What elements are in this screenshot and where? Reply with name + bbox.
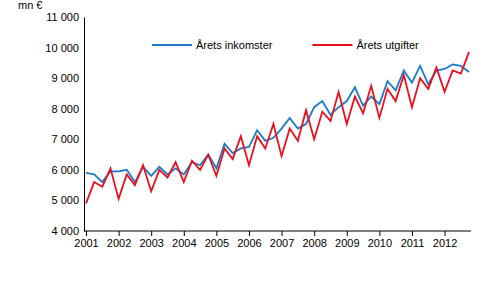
x-tick-mark xyxy=(314,231,315,236)
y-axis: 4 000 5 000 6 000 7 000 8 000 9 000 10 000 11 0… xyxy=(45,11,84,237)
x-tick: 2009 xyxy=(335,231,359,249)
series-line xyxy=(86,52,469,203)
x-tick: 2003 xyxy=(139,231,163,249)
y-tick-label: 8 000 xyxy=(51,103,79,115)
y-tick: 8 000 xyxy=(51,103,84,115)
y-axis-title: mn € xyxy=(18,0,42,11)
y-tick-label: 7 000 xyxy=(51,133,79,145)
legend-swatch xyxy=(152,44,192,46)
y-tick: 4 000 xyxy=(51,225,84,237)
x-tick-label: 2010 xyxy=(368,237,392,249)
x-tick-label: 2003 xyxy=(139,237,163,249)
x-tick-mark xyxy=(216,231,217,236)
x-tick-label: 2012 xyxy=(433,237,457,249)
legend-item: Årets inkomster xyxy=(152,39,273,51)
x-tick-mark xyxy=(249,231,250,236)
x-tick: 2002 xyxy=(107,231,131,249)
y-tick: 10 000 xyxy=(45,42,84,54)
x-tick-mark xyxy=(412,231,413,236)
y-tick-label: 10 000 xyxy=(45,42,79,54)
x-tick: 2011 xyxy=(401,231,425,249)
x-tick-label: 2004 xyxy=(172,237,196,249)
y-tick: 11 000 xyxy=(46,11,84,23)
legend-item: Årets utgifter xyxy=(312,39,419,51)
chart: 4 000 5 000 6 000 7 000 8 000 9 000 10 000 11 0… xyxy=(0,0,493,304)
x-tick-label: 2001 xyxy=(74,237,98,249)
x-tick: 2005 xyxy=(205,231,229,249)
legend: Årets inkomster Årets utgifter xyxy=(152,39,419,51)
x-tick-mark xyxy=(86,231,87,236)
y-tick-label: 5 000 xyxy=(51,194,79,206)
x-tick: 2007 xyxy=(270,231,294,249)
y-tick: 6 000 xyxy=(51,164,84,176)
x-tick-mark xyxy=(119,231,120,236)
legend-label: Årets utgifter xyxy=(356,39,419,51)
x-tick-mark xyxy=(347,231,348,236)
y-tick: 5 000 xyxy=(51,194,84,206)
x-tick-mark xyxy=(151,231,152,236)
x-tick: 2004 xyxy=(172,231,196,249)
x-tick-label: 2011 xyxy=(401,237,425,249)
x-tick-label: 2002 xyxy=(107,237,131,249)
y-tick-label: 9 000 xyxy=(51,72,79,84)
y-tick: 9 000 xyxy=(51,72,84,84)
x-tick: 2010 xyxy=(368,231,392,249)
legend-swatch xyxy=(312,44,352,46)
x-tick: 2006 xyxy=(237,231,261,249)
x-tick-label: 2006 xyxy=(237,237,261,249)
x-tick-label: 2005 xyxy=(205,237,229,249)
x-tick-mark xyxy=(445,231,446,236)
y-axis-line xyxy=(84,18,85,232)
legend-label: Årets inkomster xyxy=(196,39,273,51)
x-tick: 2012 xyxy=(433,231,457,249)
x-tick-label: 2007 xyxy=(270,237,294,249)
x-tick-mark xyxy=(184,231,185,236)
x-tick: 2001 xyxy=(74,231,98,249)
x-tick: 2008 xyxy=(302,231,326,249)
x-tick-mark xyxy=(282,231,283,236)
x-tick-mark xyxy=(379,231,380,236)
x-tick-label: 2008 xyxy=(302,237,326,249)
plot-area xyxy=(86,52,469,203)
x-tick-label: 2009 xyxy=(335,237,359,249)
x-axis: 2001 2002 2003 2004 2005 2006 2007 2008 2009 2010… xyxy=(74,231,471,249)
y-tick-label: 11 000 xyxy=(46,11,79,23)
y-tick: 7 000 xyxy=(51,133,84,145)
y-tick-label: 4 000 xyxy=(51,225,79,237)
y-tick-label: 6 000 xyxy=(51,164,79,176)
